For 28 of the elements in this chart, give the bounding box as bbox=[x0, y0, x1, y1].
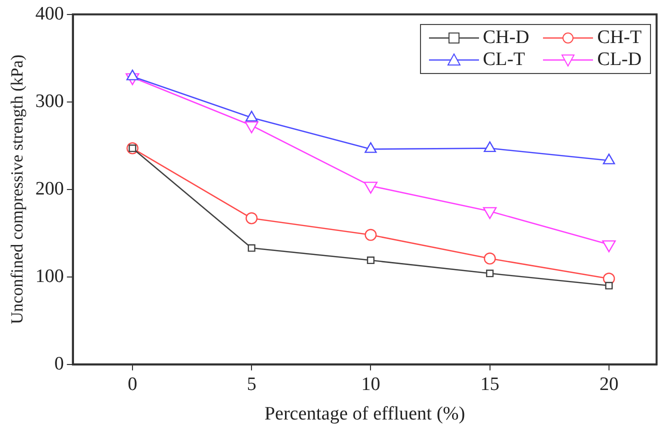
y-axis-title: Unconfined compressive strength (kPa) bbox=[8, 54, 27, 324]
x-tick-label: 0 bbox=[128, 374, 138, 395]
legend-label: CL-T bbox=[482, 49, 526, 72]
y-tick-label: 400 bbox=[35, 3, 64, 24]
y-tick-label: 100 bbox=[35, 266, 64, 287]
point bbox=[246, 212, 258, 224]
legend-label: CH-T bbox=[597, 27, 642, 50]
x-tick-label: 10 bbox=[361, 374, 380, 395]
point bbox=[126, 70, 139, 80]
point bbox=[246, 110, 258, 122]
point bbox=[364, 228, 377, 241]
y-tick-label: 200 bbox=[35, 178, 64, 200]
point bbox=[366, 256, 374, 264]
legend-label: CL-D bbox=[597, 49, 642, 72]
point bbox=[484, 252, 496, 265]
point bbox=[484, 141, 496, 152]
legend-label: CH-D bbox=[482, 27, 530, 50]
point bbox=[605, 282, 613, 290]
x-tick-label: 5 bbox=[246, 374, 256, 395]
point bbox=[364, 142, 377, 153]
x-tick-label: 20 bbox=[599, 374, 618, 395]
y-tick-label: 0 bbox=[54, 353, 64, 374]
point bbox=[486, 270, 494, 278]
x-tick-label: 15 bbox=[480, 374, 500, 395]
x-axis-title: Percentage of effluent (%) bbox=[264, 404, 466, 425]
y-tick-label: 300 bbox=[35, 90, 64, 112]
point bbox=[248, 244, 256, 252]
point bbox=[602, 154, 616, 164]
